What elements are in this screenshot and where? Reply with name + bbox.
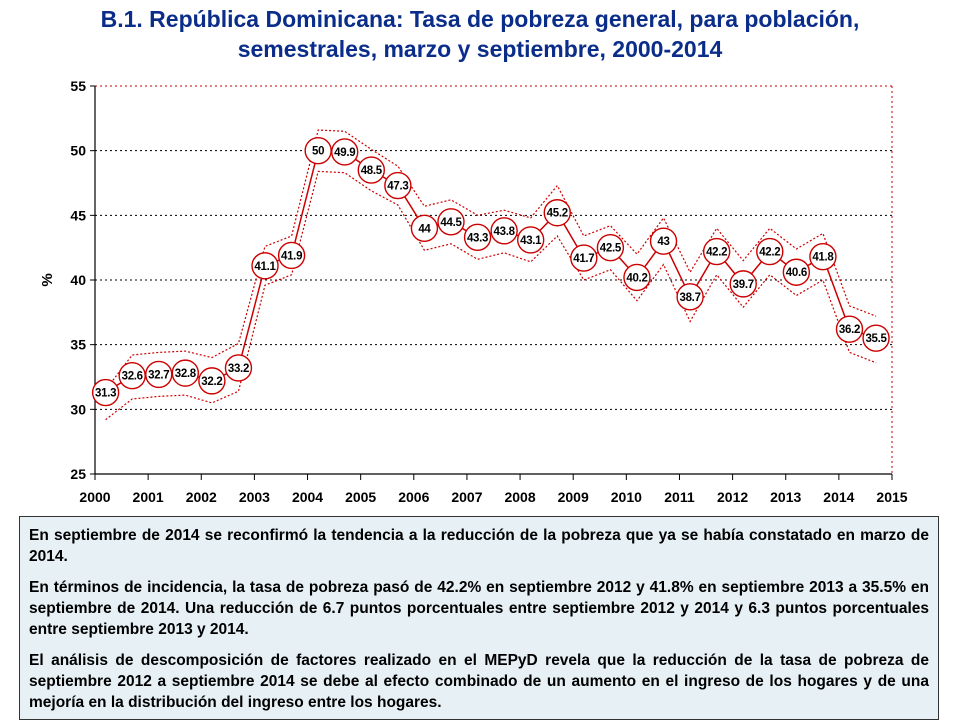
x-tick-label-2009: 2009 [558, 489, 589, 505]
x-tick-label-2013: 2013 [770, 489, 801, 505]
data-point-marker [676, 283, 704, 311]
x-tick-label-2002: 2002 [186, 489, 217, 505]
data-point-marker [171, 359, 200, 387]
x-tick-label-2010: 2010 [611, 489, 642, 505]
data-label: 43.8 [494, 226, 516, 238]
chart-title: B.1. República Dominicana: Tasa de pobre… [0, 0, 960, 64]
lower-bound-line [105, 170, 877, 421]
data-label: 35.5 [865, 333, 887, 345]
poverty-rate-line-chart: 25 30 35 40 45 50 55 2000 2001 2002 2003 2004 2005 20… [39, 78, 908, 505]
upper-bound-line [105, 129, 877, 391]
data-point-marker [384, 171, 412, 200]
x-tick-label-2003: 2003 [239, 489, 270, 505]
data-point-marker [862, 324, 890, 352]
data-label: 38.7 [679, 292, 700, 304]
data-label: 45.2 [547, 208, 568, 220]
data-label: 41.1 [254, 261, 276, 273]
data-label: 44.5 [440, 217, 462, 229]
series-line [105, 149, 877, 394]
y-tick-label-55: 55 [70, 78, 86, 94]
data-label: 33.2 [228, 363, 249, 375]
data-markers: 31.3 32.6 32.7 32.8 32.2 33.2 41.1 41.9 50 49.9 48… [91, 136, 890, 407]
x-tick-label-2012: 2012 [717, 489, 748, 505]
x-tick-label-2008: 2008 [504, 489, 535, 505]
data-label: 31.3 [95, 388, 116, 400]
x-tick-label-2000: 2000 [79, 489, 110, 505]
data-label: 41.8 [812, 252, 834, 264]
data-point-marker [543, 199, 571, 227]
data-label: 43 [657, 236, 669, 248]
data-label: 40.6 [786, 267, 807, 279]
y-tick-label-50: 50 [70, 143, 86, 159]
chart-title-line-2: semestrales, marzo y septiembre, 2000-20… [237, 36, 723, 62]
data-point-marker [649, 227, 678, 255]
data-point-marker [437, 208, 465, 236]
data-point-marker [623, 263, 651, 292]
data-label: 42.5 [600, 243, 622, 255]
data-point-marker [277, 241, 306, 270]
data-point-marker [729, 270, 757, 298]
data-point-marker [357, 156, 385, 184]
poverty-rate-line [105, 149, 877, 394]
data-point-marker [91, 378, 120, 407]
x-tick-label-2011: 2011 [664, 489, 695, 505]
data-point-marker [516, 226, 545, 254]
data-label: 32.6 [122, 371, 143, 383]
data-point-marker [331, 138, 359, 166]
data-label: 44 [418, 223, 431, 235]
data-label: 42.2 [759, 247, 780, 259]
x-tick-label-2004: 2004 [292, 489, 323, 505]
y-tick-label-30: 30 [70, 401, 86, 417]
data-label: 43.1 [520, 235, 542, 247]
x-tick-label-2005: 2005 [345, 489, 376, 505]
data-label: 41.7 [573, 253, 594, 265]
data-label: 40.2 [626, 272, 647, 284]
commentary-box: En septiembre de 2014 se reconfirmó la t… [19, 516, 939, 720]
data-label: 32.2 [201, 376, 222, 388]
data-point-marker [756, 237, 784, 266]
y-axis-label: % [39, 273, 56, 286]
y-tick-label-40: 40 [70, 272, 86, 288]
y-tick-label-25: 25 [70, 466, 86, 482]
data-label: 50 [312, 146, 324, 158]
axes: 25 30 35 40 45 50 55 2000 2001 2002 2003 2004 2005 20… [39, 78, 908, 505]
data-point-marker [251, 252, 279, 280]
data-label: 49.9 [334, 147, 355, 159]
data-point-marker [702, 237, 731, 266]
x-tick-label-2007: 2007 [451, 489, 482, 505]
x-tick-label-2006: 2006 [398, 489, 429, 505]
chart-title-line-1: B.1. República Dominicana: Tasa de pobre… [100, 6, 860, 32]
data-point-marker [835, 315, 864, 343]
gridlines [95, 85, 893, 474]
data-label: 32.7 [148, 369, 169, 381]
data-point-marker [782, 258, 811, 286]
x-tick-label-2015: 2015 [876, 489, 907, 505]
data-point-marker [410, 214, 439, 242]
data-label: 36.2 [839, 324, 860, 336]
data-label: 48.5 [361, 165, 383, 177]
data-label: 43.3 [467, 232, 488, 244]
x-tick-label-2014: 2014 [823, 489, 854, 505]
data-point-marker [490, 217, 518, 245]
data-point-marker [570, 244, 598, 272]
data-point-marker [463, 223, 492, 252]
commentary-paragraph-2: En términos de incidencia, la tasa de po… [29, 579, 929, 638]
y-tick-label-45: 45 [70, 207, 86, 223]
data-label: 32.8 [175, 368, 197, 380]
data-point-marker [224, 354, 253, 382]
x-tick-label-2001: 2001 [133, 489, 164, 505]
data-label: 39.7 [733, 279, 754, 291]
data-label: 42.2 [706, 247, 727, 259]
data-point-marker [596, 233, 625, 262]
data-label: 41.9 [281, 250, 302, 262]
y-tick-label-35: 35 [70, 337, 86, 353]
data-label: 47.3 [387, 181, 408, 193]
commentary-paragraph-1: En septiembre de 2014 se reconfirmó la t… [29, 527, 929, 565]
commentary-paragraph-3: El análisis de descomposición de factore… [29, 652, 929, 711]
data-point-marker [809, 243, 837, 271]
confidence-band [105, 129, 877, 421]
data-point-marker [198, 367, 226, 395]
